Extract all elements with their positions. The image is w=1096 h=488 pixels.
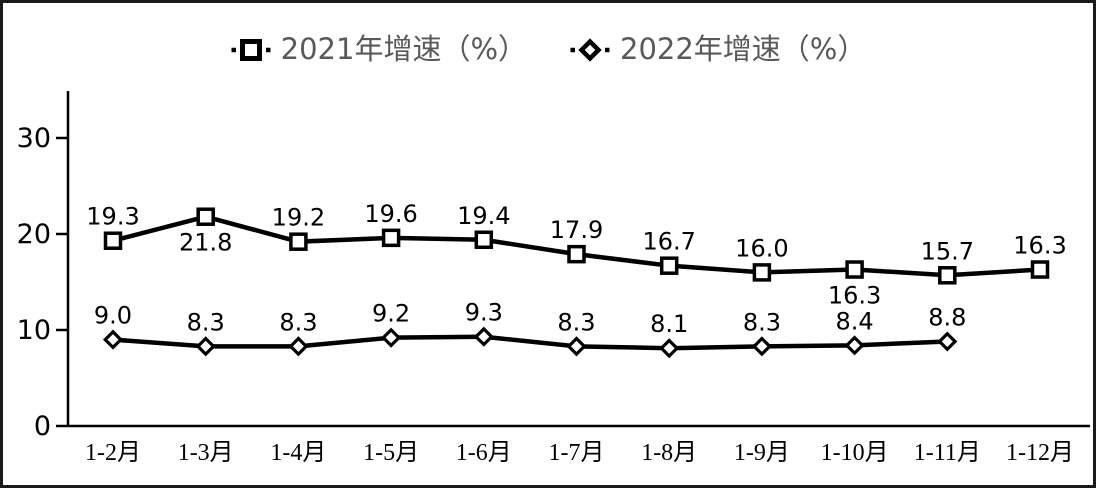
x-tick-label: 1-5月 <box>363 440 419 466</box>
x-tick-label: 1-10月 <box>821 440 889 466</box>
data-point-label: 15.7 <box>921 237 974 265</box>
series-line-2 <box>112 334 948 351</box>
data-point-marker-square <box>845 260 864 279</box>
data-point-label: 8.1 <box>650 310 688 338</box>
data-point-marker-square <box>103 231 123 250</box>
data-point-marker-diamond <box>659 338 680 359</box>
data-point-label: 17.9 <box>550 216 603 244</box>
data-point-marker-square <box>474 230 494 250</box>
data-point-label: 19.2 <box>272 204 325 232</box>
data-point-label: 9.0 <box>94 302 132 330</box>
x-tick-label: 1-4月 <box>270 440 326 466</box>
y-tick-label: 30 <box>17 123 51 154</box>
data-point-marker-square <box>567 244 586 264</box>
data-point-label: 8.3 <box>187 308 225 336</box>
data-point-label: 16.0 <box>735 234 788 262</box>
data-point-label: 19.3 <box>86 203 139 231</box>
chart-svg: 0 10 20 30 1-2月 1-3月 1-4月 1-5月 1-6月 1-7月 1-8月 1-9月 1… <box>17 91 1090 466</box>
data-point-label: 8.8 <box>928 304 966 332</box>
data-point-marker-diamond <box>102 329 124 350</box>
data-point-marker-diamond <box>751 336 772 357</box>
data-point-marker-square <box>752 263 772 282</box>
data-point-label: 19.6 <box>364 200 417 228</box>
data-point-marker-diamond <box>937 331 958 352</box>
data-point-marker-diamond <box>288 336 309 357</box>
data-point-label: 8.3 <box>743 308 781 336</box>
x-tick-label: 1-7月 <box>549 440 605 466</box>
data-point-marker-square <box>1030 260 1050 279</box>
y-tick-label: 0 <box>34 411 51 442</box>
data-point-marker-square <box>289 232 308 251</box>
data-point-marker-square <box>381 228 401 248</box>
data-point-marker-diamond <box>195 336 216 357</box>
x-tick-label: 1-2月 <box>85 440 141 466</box>
data-point-marker-diamond <box>566 336 587 357</box>
x-tick-label: 1-9月 <box>734 440 790 466</box>
data-point-label: 8.3 <box>557 308 595 336</box>
x-tick-label: 1-6月 <box>456 440 512 466</box>
data-point-marker-square <box>196 207 215 226</box>
data-point-label: 16.3 <box>828 282 881 310</box>
data-point-label: 8.4 <box>836 307 874 335</box>
data-point-label: 21.8 <box>179 229 232 257</box>
data-point-label: 8.3 <box>279 308 317 336</box>
data-point-label: 9.3 <box>465 299 503 327</box>
x-tick-label: 1-12月 <box>1006 440 1074 466</box>
y-tick-label: 10 <box>17 315 51 346</box>
data-point-label: 9.2 <box>372 300 410 328</box>
data-point-label: 16.7 <box>642 228 695 256</box>
x-tick-label: 1-11月 <box>914 440 981 466</box>
x-tick-label: 1-3月 <box>178 440 234 466</box>
data-point-marker-diamond <box>473 326 494 347</box>
data-point-marker-square <box>659 256 679 275</box>
data-point-marker-diamond <box>844 335 865 356</box>
data-point-label: 19.4 <box>457 202 510 230</box>
data-point-marker-square <box>938 266 957 285</box>
x-tick-label: 1-8月 <box>641 440 697 466</box>
data-point-marker-diamond <box>381 327 402 348</box>
data-point-label: 16.3 <box>1013 232 1066 260</box>
y-tick-label: 20 <box>17 219 51 250</box>
